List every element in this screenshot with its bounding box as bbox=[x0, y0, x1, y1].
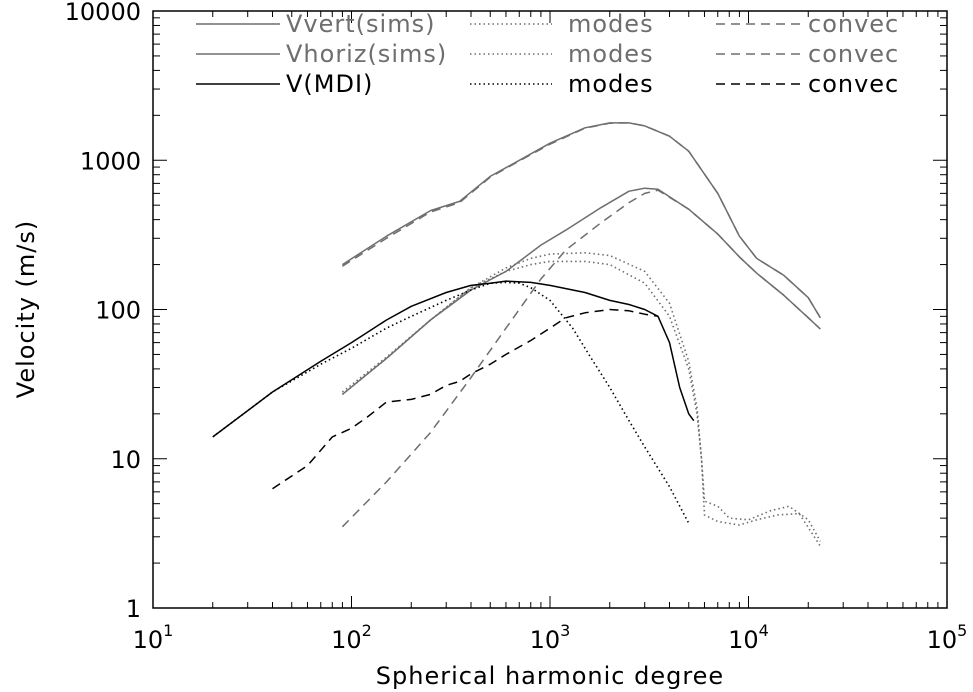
legend-convec-label: convec bbox=[808, 10, 899, 38]
tick-labels: 101 102 103 104 105 1 10 100 1000 10000 bbox=[65, 0, 968, 654]
x-tick-label: 102 bbox=[331, 621, 372, 654]
series-line-vhoriz-dashed bbox=[341, 189, 821, 528]
x-axis-label: Spherical harmonic degree bbox=[376, 662, 724, 690]
legend-modes-label: modes bbox=[568, 70, 654, 98]
legend-label: Vhoriz(sims) bbox=[286, 40, 447, 68]
series-line-vhoriz-dotted bbox=[341, 252, 821, 547]
legend-modes-label: modes bbox=[568, 40, 654, 68]
legend-modes-label: modes bbox=[568, 10, 654, 38]
series-line-vvert-dotted bbox=[341, 260, 821, 542]
x-tick-label: 105 bbox=[927, 621, 968, 654]
y-tick-label: 1 bbox=[126, 595, 141, 623]
x-tick-label: 101 bbox=[133, 621, 174, 654]
series-line-mdi-dotted bbox=[212, 281, 690, 524]
x-tick-label: 104 bbox=[728, 621, 769, 654]
legend-label: V(MDI) bbox=[286, 70, 373, 98]
axis-ticks bbox=[152, 10, 948, 609]
plot-frame bbox=[152, 10, 948, 609]
series-layer bbox=[212, 122, 821, 547]
series-line-mdi-solid bbox=[212, 280, 695, 438]
y-tick-label: 10000 bbox=[65, 0, 141, 26]
y-axis-label: Velocity (m/s) bbox=[12, 220, 40, 398]
y-tick-label: 1000 bbox=[80, 147, 141, 175]
legend: Vvert(sims) modes convec Vhoriz(sims) modes c… bbox=[196, 10, 899, 98]
y-tick-label: 100 bbox=[95, 297, 141, 325]
series-line-vvert-solid bbox=[341, 122, 821, 319]
series-line-mdi-dashed bbox=[272, 308, 659, 490]
legend-label: Vvert(sims) bbox=[286, 10, 435, 38]
legend-convec-label: convec bbox=[808, 70, 899, 98]
y-tick-label: 10 bbox=[110, 446, 141, 474]
legend-convec-label: convec bbox=[808, 40, 899, 68]
x-tick-label: 103 bbox=[530, 621, 571, 654]
